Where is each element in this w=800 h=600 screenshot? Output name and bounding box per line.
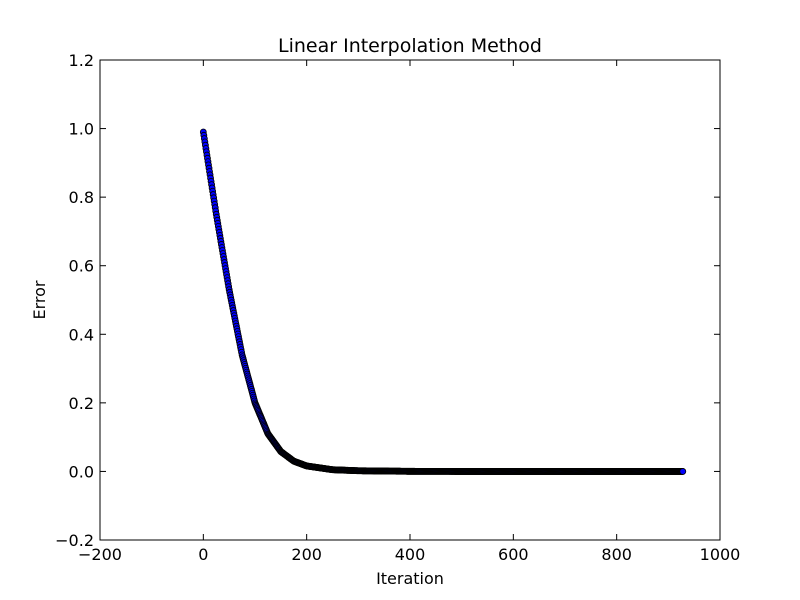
x-tick-label: 400 (395, 545, 426, 564)
y-tick-label: 0.4 (69, 325, 94, 344)
x-tick-label: 1000 (700, 545, 741, 564)
markers (199, 128, 687, 475)
x-tick-label: 600 (498, 545, 529, 564)
data-point (679, 468, 687, 475)
y-tick-label: 0.0 (69, 462, 94, 481)
y-tick-label: 0.6 (69, 257, 94, 276)
x-tick-label: 800 (601, 545, 632, 564)
y-axis-label: Error (30, 280, 49, 319)
y-tick-label: −0.2 (55, 531, 94, 550)
y-tick-label: 0.8 (69, 188, 94, 207)
x-axis-label: Iteration (376, 569, 444, 588)
x-tick-label: 200 (291, 545, 322, 564)
y-tick-label: 1.2 (69, 51, 94, 70)
x-tick-label: 0 (198, 545, 208, 564)
x-tick-label: −200 (78, 545, 122, 564)
y-tick-label: 0.2 (69, 394, 94, 413)
y-tick-label: 1.0 (69, 120, 94, 139)
ticks: −200 0 200 400 600 800 1000 −0.2 0.0 0.2 0.4 0.6 0.8… (55, 51, 740, 564)
chart-title: Linear Interpolation Method (278, 35, 542, 57)
